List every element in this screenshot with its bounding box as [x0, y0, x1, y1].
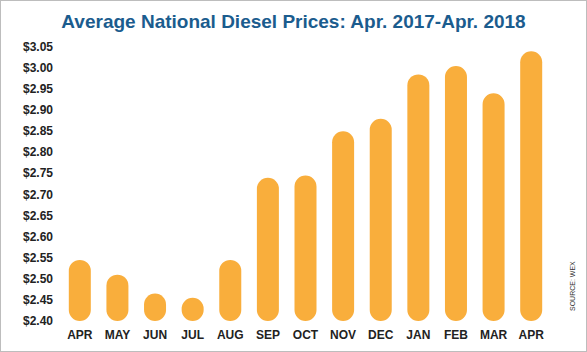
svg-text:Average National Diesel Prices: Average National Diesel Prices: Apr. 201… — [61, 11, 525, 32]
svg-text:$2.40: $2.40 — [23, 314, 53, 328]
svg-text:$2.80: $2.80 — [23, 145, 53, 159]
svg-text:APR: APR — [519, 328, 545, 342]
svg-text:$2.45: $2.45 — [23, 293, 53, 307]
svg-text:$2.95: $2.95 — [23, 82, 53, 96]
svg-text:NOV: NOV — [330, 328, 356, 342]
svg-text:SOURCE: WEX: SOURCE: WEX — [569, 261, 576, 311]
svg-text:FEB: FEB — [444, 328, 468, 342]
svg-text:AUG: AUG — [217, 328, 244, 342]
svg-text:$2.55: $2.55 — [23, 251, 53, 265]
svg-text:MAR: MAR — [480, 328, 508, 342]
svg-text:$2.75: $2.75 — [23, 166, 53, 180]
svg-text:$3.00: $3.00 — [23, 61, 53, 75]
svg-text:$2.60: $2.60 — [23, 230, 53, 244]
svg-text:$2.65: $2.65 — [23, 209, 53, 223]
svg-text:JUL: JUL — [181, 328, 204, 342]
svg-text:$2.90: $2.90 — [23, 103, 53, 117]
svg-text:APR: APR — [67, 328, 93, 342]
svg-text:DEC: DEC — [368, 328, 394, 342]
svg-text:$2.70: $2.70 — [23, 188, 53, 202]
svg-text:JAN: JAN — [406, 328, 430, 342]
svg-text:$2.85: $2.85 — [23, 124, 53, 138]
svg-text:$3.05: $3.05 — [23, 40, 53, 54]
svg-text:MAY: MAY — [105, 328, 131, 342]
svg-text:$2.50: $2.50 — [23, 272, 53, 286]
svg-text:OCT: OCT — [293, 328, 319, 342]
svg-text:JUN: JUN — [143, 328, 167, 342]
svg-text:SEP: SEP — [256, 328, 280, 342]
